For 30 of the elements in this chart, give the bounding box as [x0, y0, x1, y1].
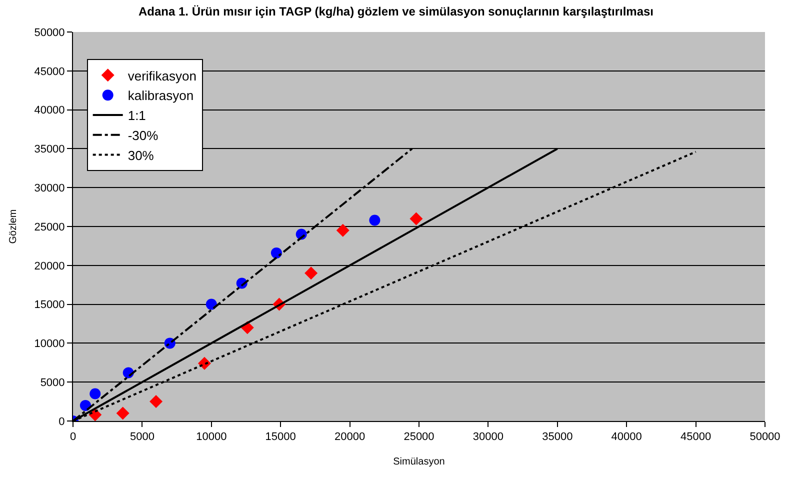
- x-tick-label: 30000: [472, 431, 504, 444]
- y-tick-label: 10000: [34, 338, 65, 350]
- x-tick-label: 0: [70, 431, 76, 444]
- legend-label: -30%: [128, 128, 159, 143]
- x-axis-title: Simülasyon: [393, 456, 445, 468]
- legend-label: 1:1: [128, 108, 146, 124]
- x-tick-label: 25000: [404, 431, 434, 444]
- x-tick-label: 5000: [130, 431, 154, 444]
- x-tick-label: 20000: [334, 431, 366, 444]
- chart-title: Adana 1. Ürün mısır için TAGP (kg/ha) gözlem ve simülasyon sonuçlarının karşılaştırılması: [138, 4, 654, 19]
- y-tick-label: 50000: [34, 26, 65, 39]
- y-tick-label: 40000: [34, 104, 65, 117]
- legend-label: 30%: [128, 148, 154, 163]
- y-tick-label: 15000: [34, 299, 65, 312]
- legend-label: verifikasyon: [128, 68, 196, 84]
- legend-label: kalibrasyon: [128, 88, 194, 104]
- x-tick-label: 40000: [611, 431, 642, 444]
- x-tick-label: 10000: [196, 431, 227, 444]
- x-tick-label: 35000: [542, 431, 573, 444]
- y-tick-label: 45000: [34, 66, 65, 78]
- y-tick-label: 25000: [34, 221, 65, 234]
- x-tick-label: 45000: [680, 431, 712, 444]
- y-tick-label: 35000: [34, 144, 65, 156]
- y-tick-label: 20000: [34, 260, 65, 272]
- y-tick-label: 0: [58, 416, 65, 428]
- y-tick-label: 30000: [34, 182, 65, 194]
- x-tick-label: 15000: [265, 431, 296, 444]
- y-tick-label: 5000: [40, 376, 65, 389]
- x-tick-label: 50000: [750, 431, 780, 444]
- y-axis-title: Gözlem: [8, 209, 20, 244]
